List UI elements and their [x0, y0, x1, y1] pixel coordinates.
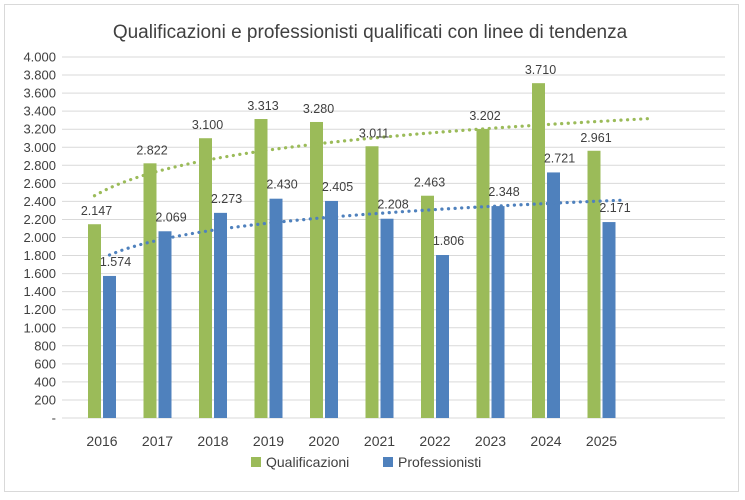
bar-qualificazioni [143, 163, 157, 418]
x-tick-label: 2020 [308, 433, 339, 449]
data-label-professionisti: 2.721 [544, 151, 575, 165]
y-tick-label: 3.000 [23, 140, 56, 155]
y-tick-label: 2.000 [23, 230, 56, 245]
data-label-qualificazioni: 3.280 [303, 102, 334, 116]
y-tick-label: 600 [34, 356, 56, 371]
data-label-qualificazioni: 3.313 [247, 99, 278, 113]
bar-qualificazioni [532, 83, 545, 419]
bar-professionisti [602, 222, 616, 418]
bar-qualificazioni [476, 129, 490, 418]
legend-swatch-professionisti [383, 457, 393, 467]
y-tick-label: 1.600 [23, 266, 56, 281]
x-tick-label: 2024 [530, 433, 561, 449]
x-tick-label: 2017 [142, 433, 173, 449]
y-tick-label: 1.200 [23, 302, 56, 317]
y-tick-label: 2.800 [23, 158, 56, 173]
x-tick-label: 2022 [419, 433, 450, 449]
bar-qualificazioni [88, 224, 101, 418]
y-tick-label: 4.000 [23, 50, 56, 65]
data-labels: 2.147 2.822 3.100 3.313 3.280 3.011 2.463 3.202… [81, 63, 631, 269]
y-tick-label: 2.600 [23, 176, 56, 191]
data-label-professionisti: 2.171 [599, 201, 630, 215]
legend-label-professionisti: Professionisti [398, 454, 481, 470]
data-label-professionisti: 2.069 [155, 210, 186, 224]
data-label-qualificazioni: 2.961 [580, 131, 611, 145]
y-tick-label: 400 [34, 374, 56, 389]
y-tick-label: 1.000 [23, 320, 56, 335]
data-label-professionisti: 2.208 [377, 198, 408, 212]
x-tick-label: 2016 [86, 433, 117, 449]
data-label-qualificazioni: 2.822 [136, 143, 167, 157]
y-tick-label: 3.200 [23, 122, 56, 137]
bar-qualificazioni [254, 119, 268, 419]
legend-swatch-qualificazioni [251, 457, 261, 467]
legend-label-qualificazioni: Qualificazioni [266, 454, 349, 470]
data-label-qualificazioni: 2.147 [81, 204, 112, 218]
y-tick-label: 1.400 [23, 284, 56, 299]
y-tick-label: 2.400 [23, 194, 56, 209]
y-tick-label: 800 [34, 338, 56, 353]
trendlines [92, 116, 652, 257]
bar-qualificazioni [199, 138, 212, 418]
bar-qualificazioni [421, 195, 434, 418]
bar-professionisti [214, 212, 227, 418]
bar-qualificazioni [310, 121, 323, 418]
trendline-professionisti [107, 198, 622, 257]
y-tick-label: - [52, 411, 56, 426]
x-tick-label: 2021 [364, 433, 395, 449]
data-label-qualificazioni: 3.710 [525, 63, 556, 77]
bars [88, 83, 616, 419]
data-label-qualificazioni: 3.202 [469, 109, 500, 123]
bar-professionisti [158, 231, 172, 418]
x-tick-label: 2018 [197, 433, 228, 449]
data-label-professionisti: 2.430 [266, 178, 297, 192]
bar-professionisti [103, 275, 116, 418]
bar-professionisti [325, 200, 338, 418]
data-label-qualificazioni: 2.463 [414, 176, 445, 190]
y-tick-label: 1.800 [23, 248, 56, 263]
data-label-professionisti: 1.806 [433, 234, 464, 248]
y-tick-label: 2.200 [23, 212, 56, 227]
x-axis-tick-labels: 2016 2017 2018 2019 2020 2021 2022 2023 2024 2025 [86, 433, 617, 449]
bar-professionisti [436, 255, 449, 418]
bar-professionisti [547, 172, 560, 418]
data-label-qualificazioni: 3.011 [359, 126, 389, 140]
y-tick-label: 3.600 [23, 86, 56, 101]
y-tick-label: 3.400 [23, 104, 56, 119]
data-label-professionisti: 2.348 [488, 185, 519, 199]
y-tick-label: 3.800 [23, 68, 56, 83]
x-tick-label: 2019 [253, 433, 284, 449]
y-axis-tick-labels: - 200 400 600 800 1.000 1.200 1.400 1.600 1.800 2.… [23, 50, 56, 426]
bar-qualificazioni [365, 146, 379, 418]
bar-professionisti [491, 206, 505, 418]
trendline-qualificazioni [92, 116, 652, 198]
bar-professionisti [380, 218, 394, 418]
y-tick-label: 200 [34, 392, 56, 407]
x-tick-label: 2023 [475, 433, 506, 449]
data-label-qualificazioni: 3.100 [192, 118, 223, 132]
bar-professionisti [269, 198, 283, 418]
data-label-professionisti: 2.405 [322, 180, 353, 194]
bar-qualificazioni [587, 150, 601, 418]
chart-title: Qualificazioni e professionisti qualific… [113, 22, 628, 43]
legend: Qualificazioni Professionisti [251, 454, 481, 470]
x-tick-label: 2025 [586, 433, 617, 449]
data-label-professionisti: 2.273 [211, 192, 242, 206]
data-label-professionisti: 1.574 [100, 255, 131, 269]
